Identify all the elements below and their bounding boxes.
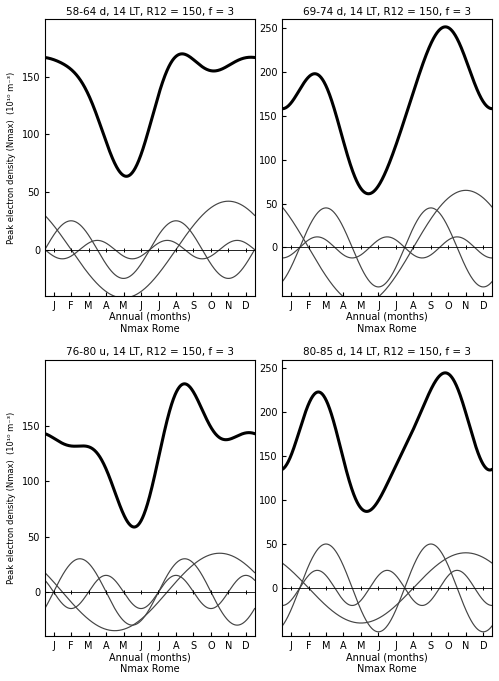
X-axis label: Annual (months)
Nmax Rome: Annual (months) Nmax Rome [109, 312, 191, 334]
Title: 76-80 u, 14 LT, R12 = 150, f = 3: 76-80 u, 14 LT, R12 = 150, f = 3 [66, 347, 234, 358]
X-axis label: Annual (months)
Nmax Rome: Annual (months) Nmax Rome [346, 312, 428, 334]
X-axis label: Annual (months)
Nmax Rome: Annual (months) Nmax Rome [346, 652, 428, 674]
Title: 80-85 d, 14 LT, R12 = 150, f = 3: 80-85 d, 14 LT, R12 = 150, f = 3 [303, 347, 471, 358]
Y-axis label: Peak electron density (Nmax)  (10¹⁰ m⁻³): Peak electron density (Nmax) (10¹⁰ m⁻³) [7, 72, 16, 244]
Title: 69-74 d, 14 LT, R12 = 150, f = 3: 69-74 d, 14 LT, R12 = 150, f = 3 [303, 7, 471, 17]
X-axis label: Annual (months)
Nmax Rome: Annual (months) Nmax Rome [109, 652, 191, 674]
Title: 58-64 d, 14 LT, R12 = 150, f = 3: 58-64 d, 14 LT, R12 = 150, f = 3 [66, 7, 234, 17]
Y-axis label: Peak electron density (Nmax)  (10¹⁰ m⁻³): Peak electron density (Nmax) (10¹⁰ m⁻³) [7, 412, 16, 584]
